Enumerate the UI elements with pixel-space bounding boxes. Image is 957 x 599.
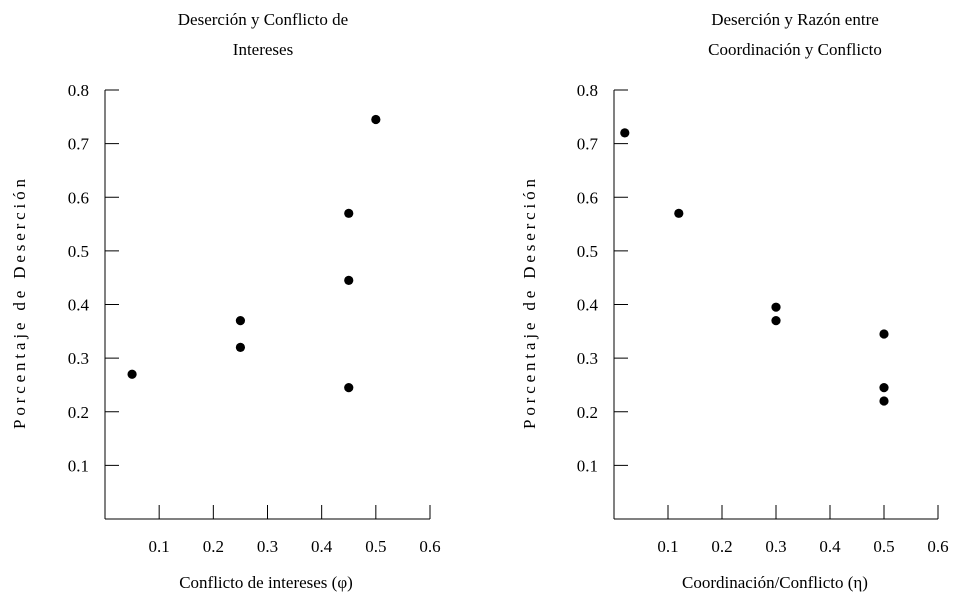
chart-2-y-tick-label: 0.1 — [577, 456, 598, 475]
chart-2-y-tick-label: 0.3 — [577, 349, 598, 368]
chart-1-y-tick-label: 0.2 — [68, 403, 89, 422]
chart-1-x-axis-label: Conflicto de intereses (φ) — [179, 573, 353, 592]
chart-desercion-conflicto: Deserción y Conflicto de Intereses 0.1 0.… — [10, 10, 441, 592]
chart-1-data-point — [344, 208, 354, 218]
chart-2-y-tick-label: 0.4 — [577, 296, 599, 315]
chart-2-data-point — [879, 383, 889, 393]
chart-2-data-point — [771, 315, 781, 326]
chart-2-y-axis-label: Porcentaje de Deserción — [520, 179, 539, 430]
chart-1-data-point — [235, 342, 246, 352]
chart-2-y-tick-label: 0.7 — [577, 135, 599, 154]
chart-2-data-point — [879, 396, 889, 406]
chart-1-y-tick-label: 0.1 — [68, 456, 89, 475]
chart-2-data-point — [674, 208, 684, 218]
chart-2-title-line-1: Deserción y Razón entre — [711, 10, 879, 29]
chart-2-y-tick-label: 0.6 — [577, 188, 598, 207]
chart-1-x-tick-label: 0.1 — [149, 537, 170, 556]
chart-2-x-tick-label: 0.6 — [927, 537, 948, 556]
chart-1-y-tick-label: 0.7 — [68, 135, 90, 154]
chart-1-data-point — [127, 369, 137, 379]
chart-1-data-point — [371, 114, 381, 125]
chart-1-y-tick-label: 0.6 — [68, 188, 89, 207]
chart-1-x-tick-label: 0.2 — [203, 537, 224, 556]
chart-2-x-tick-label: 0.5 — [873, 537, 894, 556]
chart-2-x-tick-label: 0.3 — [765, 537, 786, 556]
chart-1-x-tick-label: 0.6 — [419, 537, 440, 556]
chart-2-data-point — [879, 329, 889, 339]
chart-2-title-line-2: Coordinación y Conflicto — [708, 40, 882, 59]
chart-1-y-axis-label: Porcentaje de Deserción — [10, 179, 29, 430]
chart-1-title-line-2: Intereses — [233, 40, 293, 59]
chart-1-x-tick-label: 0.4 — [311, 537, 333, 556]
chart-1-y-tick-label: 0.5 — [68, 242, 89, 261]
chart-2-data-point — [620, 128, 630, 138]
chart-2-y-tick-label: 0.5 — [577, 242, 598, 261]
chart-1-y-tick-label: 0.8 — [68, 81, 89, 100]
chart-1-y-tick-label: 0.4 — [68, 296, 90, 315]
chart-1-data-point — [344, 275, 354, 285]
chart-2-y-tick-label: 0.8 — [577, 81, 598, 100]
chart-2-x-tick-label: 0.4 — [819, 537, 841, 556]
chart-2-x-axis-label: Coordinación/Conflicto (η) — [682, 573, 868, 592]
chart-2-data-point — [771, 302, 781, 312]
chart-1-y-tick-label: 0.3 — [68, 349, 89, 368]
chart-2-x-tick-label: 0.1 — [657, 537, 678, 556]
chart-1-title-line-1: Deserción y Conflicto de — [178, 10, 348, 29]
chart-2-y-tick-label: 0.2 — [577, 403, 598, 422]
chart-1-data-point — [344, 383, 354, 393]
chart-1-data-point — [235, 315, 246, 326]
chart-desercion-razon: Deserción y Razón entre Coordinación y C… — [520, 10, 949, 592]
chart-1-x-tick-label: 0.5 — [365, 537, 386, 556]
chart-2-x-tick-label: 0.2 — [711, 537, 732, 556]
chart-1-x-tick-label: 0.3 — [257, 537, 278, 556]
